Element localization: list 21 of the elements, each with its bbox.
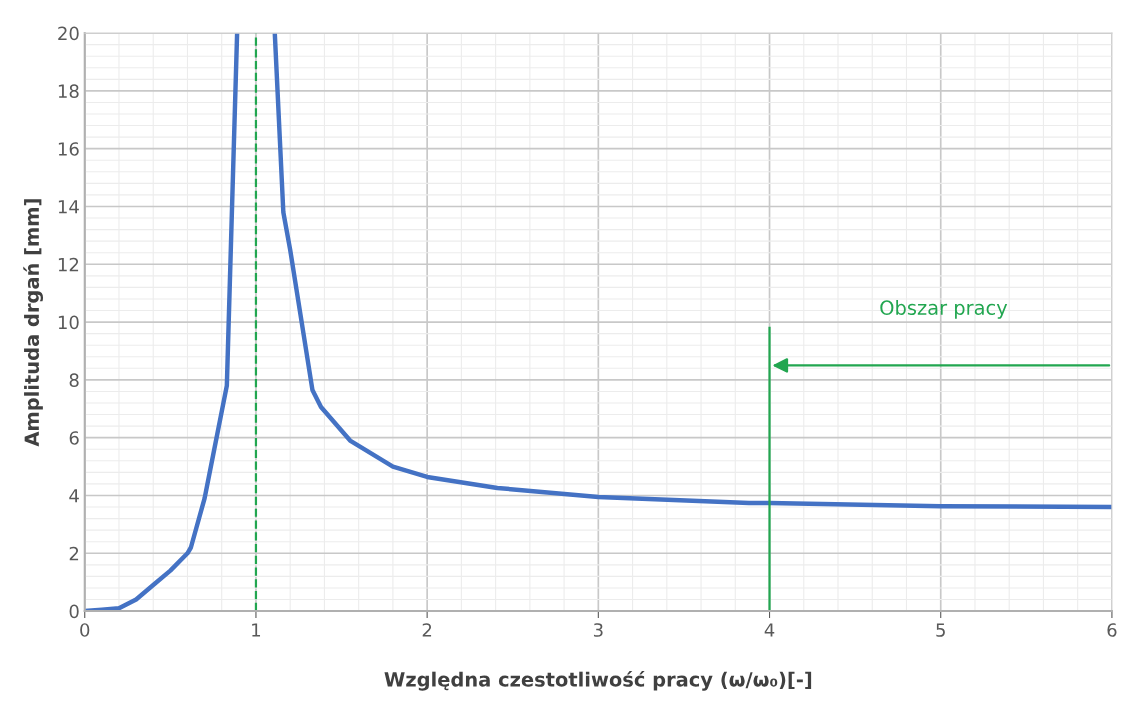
y-tick-label: 0 bbox=[69, 604, 79, 619]
y-tick-label: 10 bbox=[58, 315, 79, 330]
y-tick-label: 4 bbox=[69, 489, 79, 503]
y-tick-label: 16 bbox=[58, 142, 79, 156]
x-axis-title: Względna czestotliwość pracy (ω/ω₀)[-] bbox=[384, 670, 812, 691]
y-tick-label: 14 bbox=[58, 200, 79, 214]
y-tick-label: 8 bbox=[69, 373, 79, 387]
x-tick-label: 4 bbox=[764, 623, 775, 637]
y-tick-label: 6 bbox=[69, 431, 79, 445]
x-tick-label: 1 bbox=[252, 623, 261, 637]
x-tick-label: 6 bbox=[1107, 623, 1117, 637]
x-tick-label: 3 bbox=[593, 623, 603, 637]
annotation: Obszar pracy bbox=[880, 299, 1008, 319]
y-tick-label: 12 bbox=[58, 257, 79, 272]
y-tick-label: 20 bbox=[58, 26, 79, 41]
y-axis-title: Amplituda drgań [mm] bbox=[23, 199, 44, 447]
y-tick-label: 18 bbox=[58, 84, 79, 98]
y-tick-label: 2 bbox=[69, 546, 79, 561]
x-tick-label: 0 bbox=[80, 623, 90, 637]
x-tick-label: 5 bbox=[936, 623, 945, 637]
x-tick-label: 2 bbox=[422, 623, 432, 637]
